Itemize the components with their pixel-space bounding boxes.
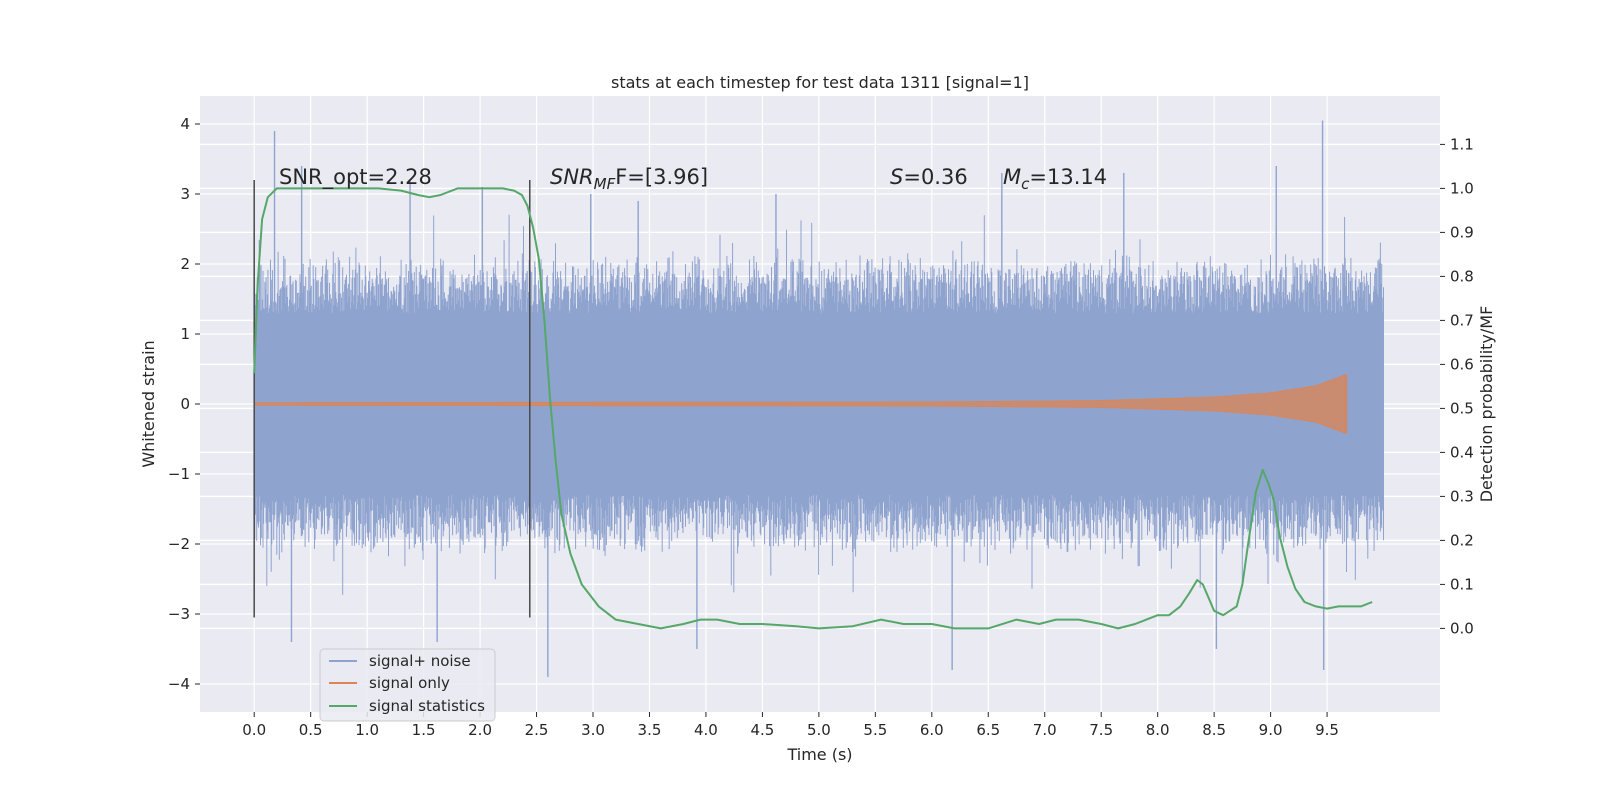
y2-tick-label-1: 0.1 [1450, 575, 1474, 593]
y2-tick-label-2: 0.2 [1450, 531, 1474, 549]
annotation-s-symbol: S [890, 165, 903, 189]
x-tick-label-9: 4.5 [750, 721, 774, 739]
series-signal-only [253, 374, 1348, 434]
x-axis-label: Time (s) [786, 745, 852, 764]
annotation-s-value: =0.36 [903, 165, 967, 189]
x-tick-label-1: 0.5 [299, 721, 323, 739]
x-tick-label-17: 8.5 [1202, 721, 1226, 739]
x-tick-label-15: 7.5 [1089, 721, 1113, 739]
series-signal-statistics [253, 187, 1373, 630]
y-tick-label-4: 0 [180, 395, 190, 413]
y-tick-label-5: 1 [180, 325, 190, 343]
y2-tick-label-0: 0.0 [1450, 619, 1474, 637]
x-tick-label-14: 7.0 [1033, 721, 1057, 739]
y-tick-label-3: −1 [168, 465, 190, 483]
x-tick-label-0: 0.0 [242, 721, 266, 739]
y-tick-label-0: −4 [168, 675, 190, 693]
x-tick-label-5: 2.5 [525, 721, 549, 739]
x-tick-label-10: 5.0 [807, 721, 831, 739]
y2-tick-label-7: 0.7 [1450, 311, 1474, 329]
annotation-mc-subscript: c [1021, 175, 1030, 193]
y-tick-label-1: −3 [168, 605, 190, 623]
x-tick-label-4: 2.0 [468, 721, 492, 739]
y-tick-label-8: 4 [180, 115, 190, 133]
annotation-mc-symbol: M [1003, 165, 1021, 189]
x-tick-label-7: 3.5 [638, 721, 662, 739]
x-tick-label-3: 1.5 [412, 721, 436, 739]
annotation-snr-mf: SNRMFF=[3.96] [550, 165, 708, 193]
y2-tick-label-11: 1.1 [1450, 135, 1474, 153]
y2-tick-label-6: 0.6 [1450, 355, 1474, 373]
x-tick-label-13: 6.5 [976, 721, 1000, 739]
annotation-mc: Mc=13.14 [1003, 165, 1107, 193]
y2-tick-label-4: 0.4 [1450, 443, 1474, 461]
x-tick-label-11: 5.5 [863, 721, 887, 739]
x-tick-label-2: 1.0 [355, 721, 379, 739]
annotation-snr-opt: SNR_opt=2.28 [279, 165, 432, 190]
x-tick-label-8: 4.0 [694, 721, 718, 739]
y2-tick-label-5: 0.5 [1450, 399, 1474, 417]
y2-tick-label-10: 1.0 [1450, 179, 1474, 197]
y2-tick-label-3: 0.3 [1450, 487, 1474, 505]
y-tick-label-7: 3 [180, 185, 190, 203]
x-tick-label-12: 6.0 [920, 721, 944, 739]
legend-label-signal-plus-noise: signal+ noise [369, 652, 471, 670]
chart-title: stats at each timestep for test data 131… [611, 73, 1029, 92]
y2-tick-label-8: 0.8 [1450, 267, 1474, 285]
legend: signal+ noise signal only signal statist… [319, 648, 496, 722]
annotation-snr-mf-base: SNR [550, 165, 594, 189]
x-tick-label-18: 9.0 [1259, 721, 1283, 739]
y-tick-label-2: −2 [168, 535, 190, 553]
y2-tick-label-9: 0.9 [1450, 223, 1474, 241]
y-axis-label: Whitened strain [139, 340, 158, 467]
annotation-snr-mf-value: F=[3.96] [615, 165, 708, 189]
legend-label-signal-statistics: signal statistics [369, 697, 485, 715]
annotation-mc-value: =13.14 [1029, 165, 1107, 189]
legend-box [319, 648, 496, 722]
legend-label-signal-only: signal only [369, 674, 450, 692]
y-tick-label-6: 2 [180, 255, 190, 273]
vertical-marker-lines [253, 180, 531, 618]
axis-ticks: 0.0 0.5 1.0 1.5 2.0 2.5 3.0 3.5 4.0 4.5 5.0 5.5 6.0 6… [168, 115, 1474, 739]
x-tick-label-16: 8.0 [1146, 721, 1170, 739]
signal-statistics-line [253, 187, 1373, 630]
annotation-snr-mf-subscript: MF [594, 175, 616, 193]
annotation-s: S=0.36 [890, 165, 968, 189]
y2-axis-label: Detection probability/MF [1477, 306, 1496, 503]
x-tick-label-6: 3.0 [581, 721, 605, 739]
x-tick-label-19: 9.5 [1315, 721, 1339, 739]
